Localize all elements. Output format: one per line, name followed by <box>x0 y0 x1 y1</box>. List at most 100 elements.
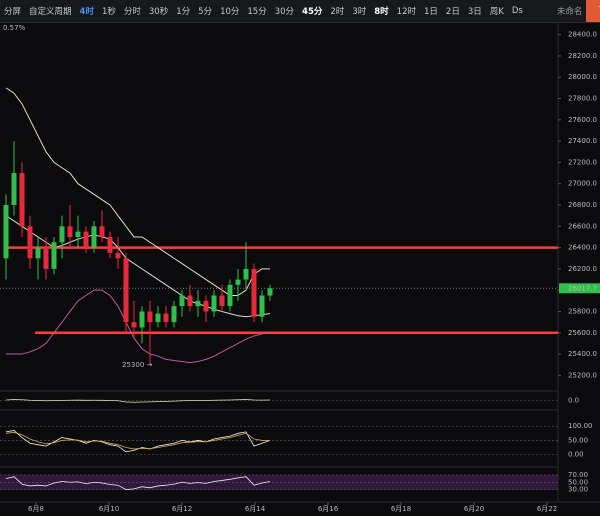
last-price-label: 26017.7 <box>568 284 597 292</box>
x-tick-label: 6月16 <box>318 505 339 513</box>
panel-tick-label: 50.00 <box>568 478 588 486</box>
panel-tick-label: 0.0 <box>568 397 579 405</box>
candle-body <box>131 322 137 328</box>
toolbar-item[interactable]: 分时 <box>123 7 141 17</box>
last-price-box <box>559 283 600 294</box>
y-tick-label: 25200.0 <box>568 371 597 379</box>
toolbar-item[interactable]: 5分 <box>198 7 213 17</box>
band-line <box>6 289 271 364</box>
y-tick-label: 28000.0 <box>568 73 597 81</box>
y-tick-label: 26400.0 <box>568 244 597 252</box>
indicator-line <box>5 399 271 403</box>
candle-body <box>107 236 113 253</box>
x-tick-label: 6月10 <box>99 505 119 513</box>
x-tick-label: 6月22 <box>537 505 557 513</box>
y-tick-label: 28400.0 <box>568 31 597 39</box>
toolbar-item[interactable]: 分屏 <box>4 7 22 17</box>
candle-body <box>19 173 25 227</box>
candle-body <box>115 252 121 259</box>
candle-body <box>163 313 169 323</box>
layout-name[interactable]: 未命名 <box>556 7 583 17</box>
x-tick-label: 6月8 <box>28 505 44 513</box>
toolbar-item[interactable]: 3时 <box>352 7 367 17</box>
y-tick-label: 27400.0 <box>568 137 597 145</box>
candle-body <box>59 226 65 243</box>
y-tick-label: 25400.0 <box>568 350 597 358</box>
candle-body <box>211 295 217 312</box>
y-tick-label: 27000.0 <box>568 180 597 188</box>
x-tick-label: 6月20 <box>464 505 484 513</box>
toolbar-item[interactable]: 3日 <box>467 7 482 17</box>
panel-tick-label: 0.00 <box>568 451 584 459</box>
candle-body <box>83 231 89 248</box>
y-tick-label: 27800.0 <box>568 95 597 103</box>
toolbar-item[interactable]: 1日 <box>423 7 438 17</box>
annotation: 25300 → <box>122 361 152 369</box>
toolbar-item[interactable]: 30秒 <box>148 7 169 17</box>
candle-body <box>51 242 57 269</box>
candle-body <box>235 279 241 285</box>
candle-body <box>227 284 233 307</box>
candle-body <box>27 226 33 259</box>
toolbar-item[interactable]: 1分 <box>176 7 191 17</box>
candle-body <box>91 226 97 248</box>
change-label: 0.57% <box>3 24 26 32</box>
y-tick-label: 27600.0 <box>568 116 597 124</box>
candle-body <box>35 247 41 259</box>
candle-body <box>219 295 225 307</box>
candle-body <box>171 306 177 323</box>
toolbar-item[interactable]: 1秒 <box>101 7 116 17</box>
candle-body <box>67 226 73 237</box>
candle-body <box>243 268 249 280</box>
candle-body <box>155 313 161 323</box>
candle-body <box>187 295 193 307</box>
y-tick-label: 25800.0 <box>568 307 597 315</box>
y-tick-label: 28200.0 <box>568 52 597 60</box>
toolbar-item[interactable]: 4时 <box>79 7 94 17</box>
candle-body <box>11 173 17 205</box>
order-button[interactable]: 下单 <box>586 0 600 22</box>
toolbar-item[interactable]: 10分 <box>220 7 240 17</box>
toolbar-item[interactable]: 45分 <box>302 7 323 17</box>
candle-body <box>195 300 201 307</box>
panel-tick-label: 100.00 <box>568 422 593 430</box>
panel-tick-label: 30.00 <box>568 486 588 494</box>
candle-body <box>251 268 257 317</box>
toolbar-item[interactable]: 30分 <box>274 7 295 17</box>
y-tick-label: 26800.0 <box>568 201 597 209</box>
candle-body <box>179 295 185 307</box>
indicator-line <box>5 432 270 450</box>
candle-body <box>147 311 153 323</box>
candle-body <box>3 205 9 259</box>
toolbar-item[interactable]: 15分 <box>247 7 267 17</box>
band-line <box>5 215 271 318</box>
candle-body <box>123 258 129 323</box>
panel-tick-label: 50.00 <box>568 436 588 444</box>
band-line <box>5 87 270 296</box>
x-tick-label: 6月14 <box>245 505 266 513</box>
x-tick-label: 6月18 <box>391 505 411 513</box>
candle-body <box>203 300 209 312</box>
candle-body <box>139 311 145 328</box>
candle-body <box>259 295 265 317</box>
candle-body <box>99 226 105 237</box>
toolbar: 分屏 自定义周期 4时 1秒 分时 30秒 1分 5分 10分 15分 30分 45分 2时 3时 8时 12… <box>0 0 600 23</box>
toolbar-item[interactable]: 12时 <box>396 7 416 17</box>
rsi-zone <box>0 475 558 490</box>
toolbar-item[interactable]: 2时 <box>330 7 345 17</box>
candle-body <box>75 231 81 237</box>
candle-body <box>43 247 49 269</box>
y-tick-label: 26600.0 <box>568 222 597 230</box>
toolbar-item[interactable]: 2日 <box>445 7 460 17</box>
toolbar-item[interactable]: 8时 <box>374 7 389 17</box>
y-tick-label: 27200.0 <box>568 158 597 166</box>
y-tick-label: 25600.0 <box>568 329 597 337</box>
indicator-line <box>5 476 271 491</box>
toolbar-item[interactable]: 周K <box>489 7 504 17</box>
panel-tick-label: 70.00 <box>568 471 588 479</box>
candle-body <box>267 288 273 296</box>
toolbar-item[interactable]: 自定义周期 <box>29 7 72 17</box>
toolbar-item[interactable]: Ds <box>511 6 523 16</box>
